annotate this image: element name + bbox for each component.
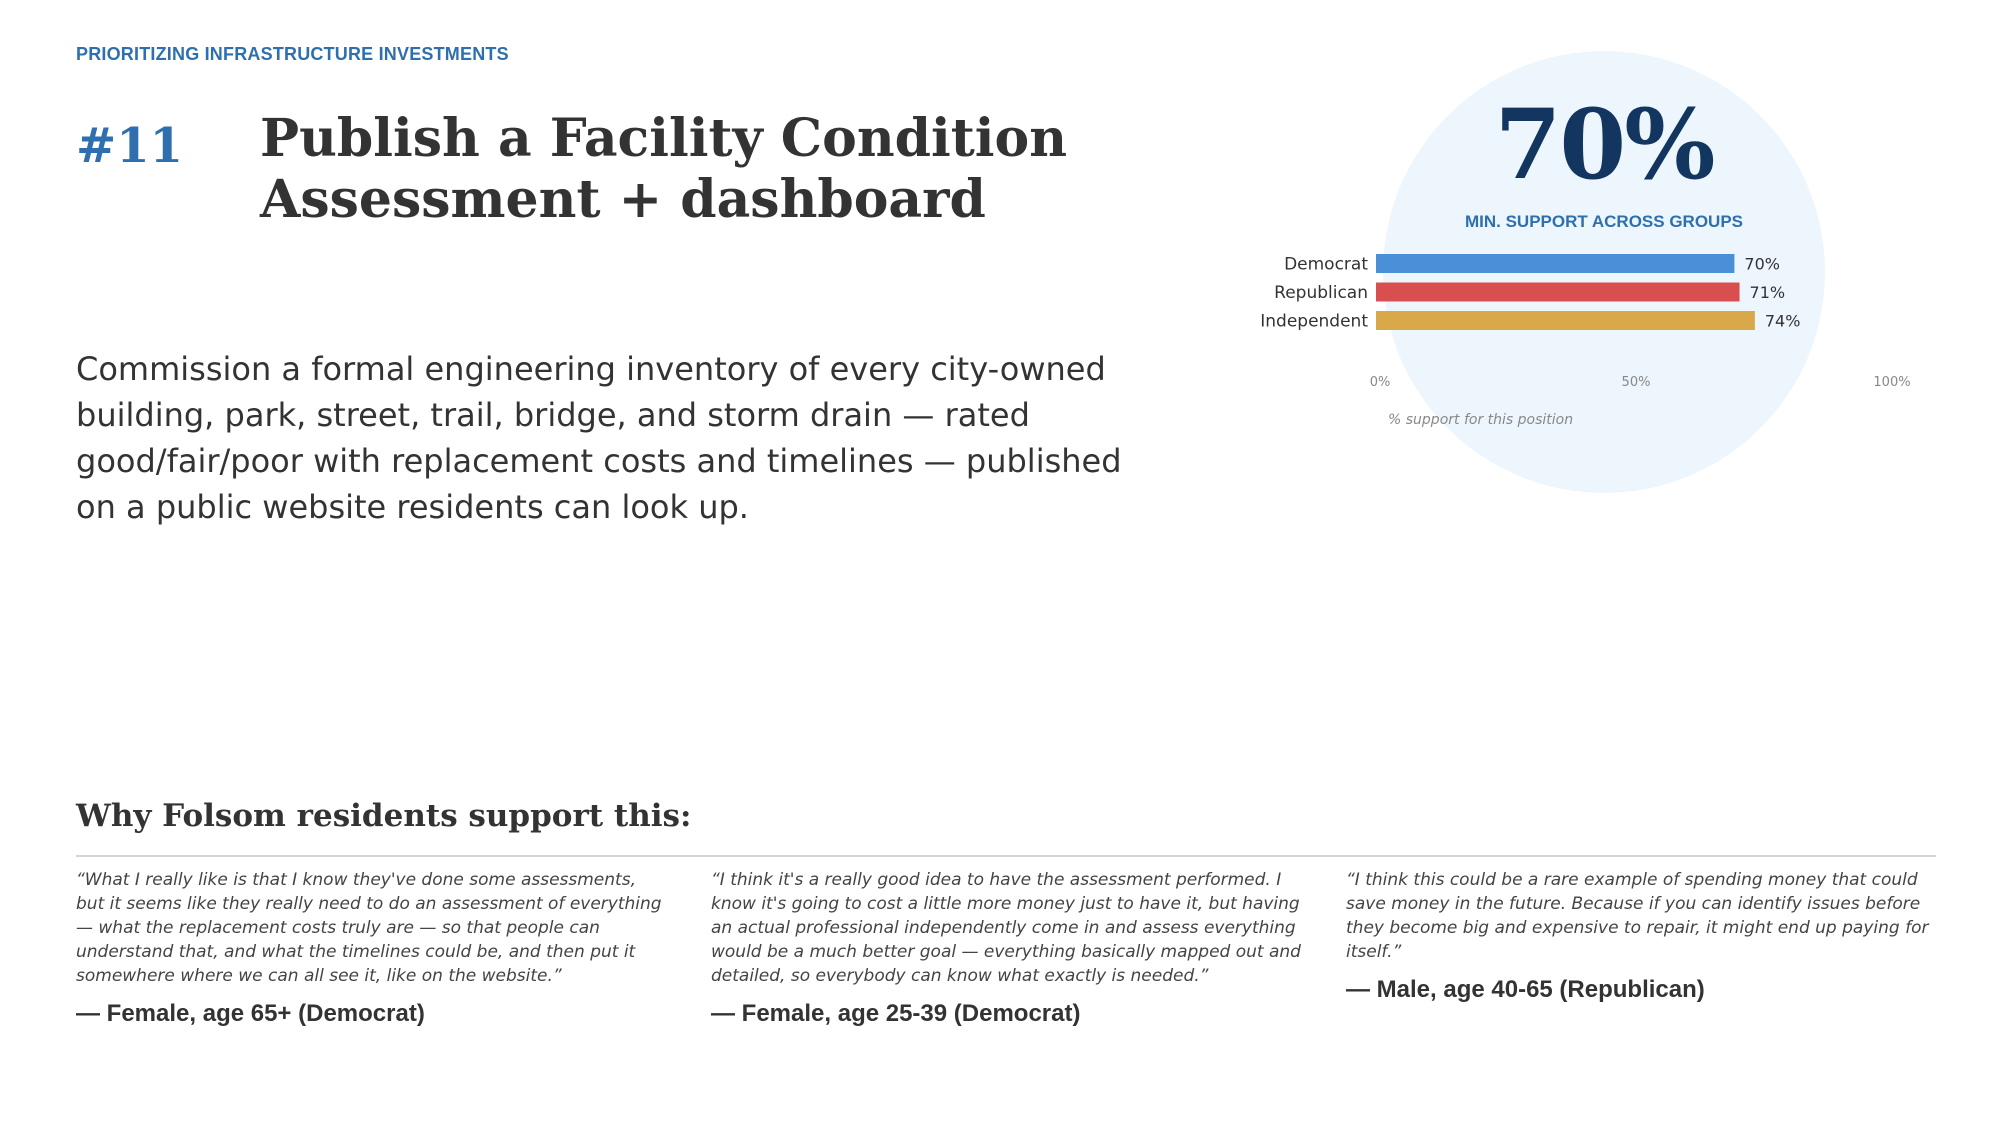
quote-attribution: — Female, age 65+ (Democrat) bbox=[76, 1000, 425, 1027]
support-bar-chart: Democrat 70% Republican 71% Independent 74% 0%… bbox=[1260, 254, 1911, 390]
bar-democrat bbox=[1376, 254, 1735, 273]
value-label: 74% bbox=[1765, 312, 1801, 331]
divider bbox=[76, 855, 1936, 857]
bar-republican bbox=[1376, 282, 1740, 302]
x-axis-label: % support for this position bbox=[1388, 412, 1574, 428]
support-heading: Why Folsom residents support this: bbox=[76, 798, 692, 834]
x-tick-label: 0% bbox=[1370, 375, 1391, 390]
quote-text: “What I really like is that I know they'… bbox=[76, 870, 662, 986]
item-rank: #11 bbox=[76, 118, 184, 174]
page-title: Publish a Facility Condition Assessment … bbox=[260, 108, 1068, 230]
quote-attribution: — Female, age 25-39 (Democrat) bbox=[711, 1000, 1081, 1027]
category-label: Democrat bbox=[1284, 255, 1368, 275]
value-label: 70% bbox=[1744, 255, 1780, 274]
quote-card: “I think it's a really good idea to have… bbox=[711, 868, 1301, 1028]
category-label: Republican bbox=[1274, 283, 1368, 303]
value-label: 71% bbox=[1750, 283, 1786, 302]
quote-attribution: — Male, age 40-65 (Republican) bbox=[1346, 976, 1705, 1003]
min-support-value: 70% bbox=[1494, 88, 1716, 201]
category-label: Independent bbox=[1260, 312, 1368, 332]
section-label: PRIORITIZING INFRASTRUCTURE INVESTMENTS bbox=[76, 44, 509, 64]
quote-text: “I think it's a really good idea to have… bbox=[711, 870, 1301, 986]
x-tick-label: 50% bbox=[1622, 375, 1651, 390]
description-text: Commission a formal engineering inventor… bbox=[76, 350, 1122, 526]
bar-independent bbox=[1376, 311, 1755, 330]
quote-card: “I think this could be a rare example of… bbox=[1346, 868, 1936, 1004]
quote-text: “I think this could be a rare example of… bbox=[1346, 870, 1929, 962]
x-tick-label: 100% bbox=[1873, 375, 1910, 390]
min-support-caption: MIN. SUPPORT ACROSS GROUPS bbox=[1464, 212, 1743, 231]
quote-card: “What I really like is that I know they'… bbox=[76, 868, 666, 1028]
